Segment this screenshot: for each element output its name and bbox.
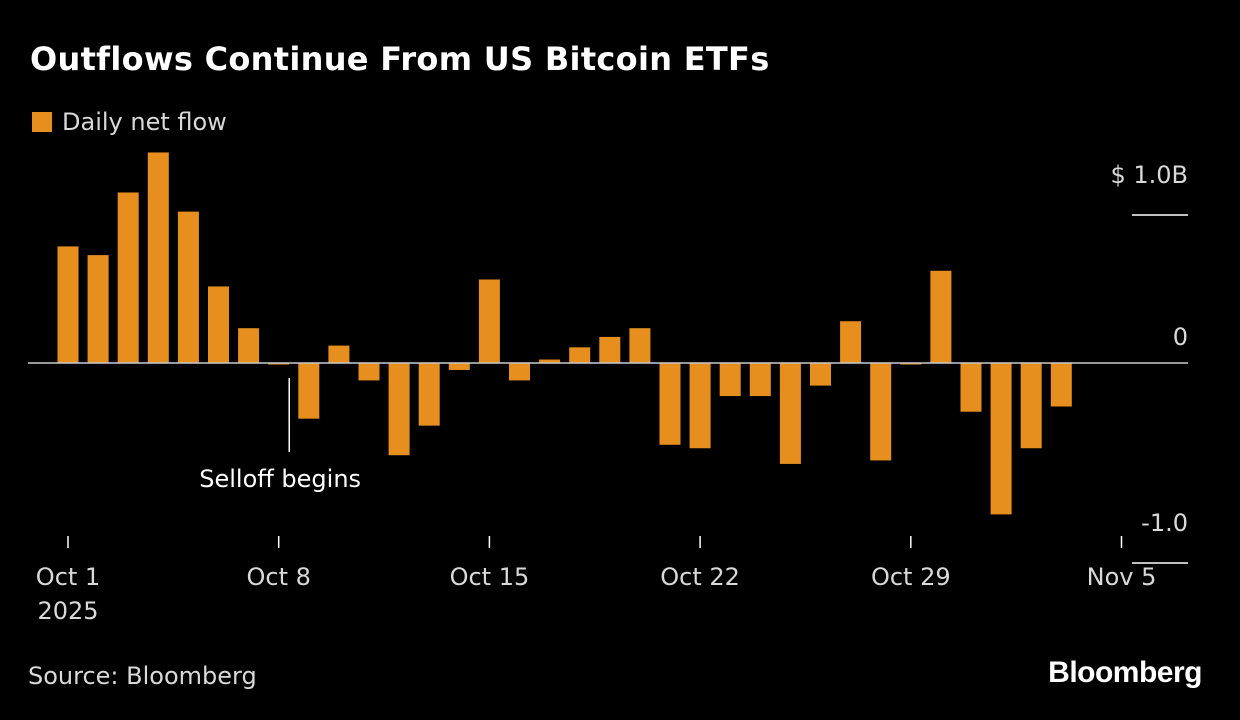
x-tick-label: Oct 8 bbox=[246, 563, 310, 591]
bar bbox=[117, 192, 139, 363]
bar bbox=[659, 363, 681, 445]
chart-title: Outflows Continue From US Bitcoin ETFs bbox=[30, 40, 770, 78]
bar bbox=[478, 279, 500, 363]
bar bbox=[509, 363, 530, 381]
bars-group bbox=[57, 152, 1072, 515]
x-tick-label: Nov 5 bbox=[1087, 563, 1157, 591]
bar bbox=[388, 363, 410, 456]
bar bbox=[599, 336, 621, 363]
bar bbox=[779, 363, 801, 464]
bar bbox=[358, 363, 380, 381]
bar bbox=[238, 328, 260, 363]
bar bbox=[749, 363, 771, 397]
bar bbox=[930, 270, 952, 363]
legend-label: Daily net flow bbox=[62, 108, 227, 136]
y-tick-label: $ 1.0B bbox=[1110, 161, 1188, 189]
bar bbox=[569, 347, 591, 363]
x-tick-label: Oct 22 bbox=[660, 563, 740, 591]
legend: Daily net flow bbox=[32, 108, 227, 136]
bar bbox=[328, 345, 350, 363]
bar bbox=[960, 363, 982, 412]
bar bbox=[418, 363, 440, 426]
annotations: Selloff begins bbox=[199, 378, 361, 493]
bar bbox=[177, 211, 199, 363]
y-tick-label: -1.0 bbox=[1141, 509, 1188, 537]
y-tick-label: 0 bbox=[1173, 323, 1188, 351]
x-tick-label: Oct 15 bbox=[450, 563, 530, 591]
bar bbox=[810, 363, 831, 386]
bloomberg-logo: Bloomberg bbox=[1048, 656, 1202, 689]
bar bbox=[539, 359, 561, 363]
legend-swatch bbox=[32, 112, 52, 132]
bar bbox=[1050, 363, 1072, 407]
bar bbox=[448, 363, 470, 370]
bar bbox=[689, 363, 711, 449]
bar bbox=[87, 255, 109, 363]
bar bbox=[870, 363, 892, 461]
bar bbox=[57, 246, 79, 363]
x-tick-label: Oct 29 bbox=[871, 563, 951, 591]
bar bbox=[840, 321, 862, 363]
bar bbox=[719, 363, 741, 397]
bar bbox=[208, 286, 229, 363]
x-tick-sublabel: 2025 bbox=[37, 597, 98, 625]
bar bbox=[147, 152, 169, 363]
bar bbox=[1020, 363, 1042, 449]
bar bbox=[298, 363, 320, 419]
y-axis: $ 1.0B 0 -1.0 bbox=[1110, 161, 1188, 564]
x-tick-label: Oct 1 bbox=[36, 563, 100, 591]
bar bbox=[629, 328, 651, 363]
bar bbox=[990, 363, 1012, 515]
source-note: Source: Bloomberg bbox=[28, 662, 257, 690]
annotation-label: Selloff begins bbox=[199, 465, 361, 493]
